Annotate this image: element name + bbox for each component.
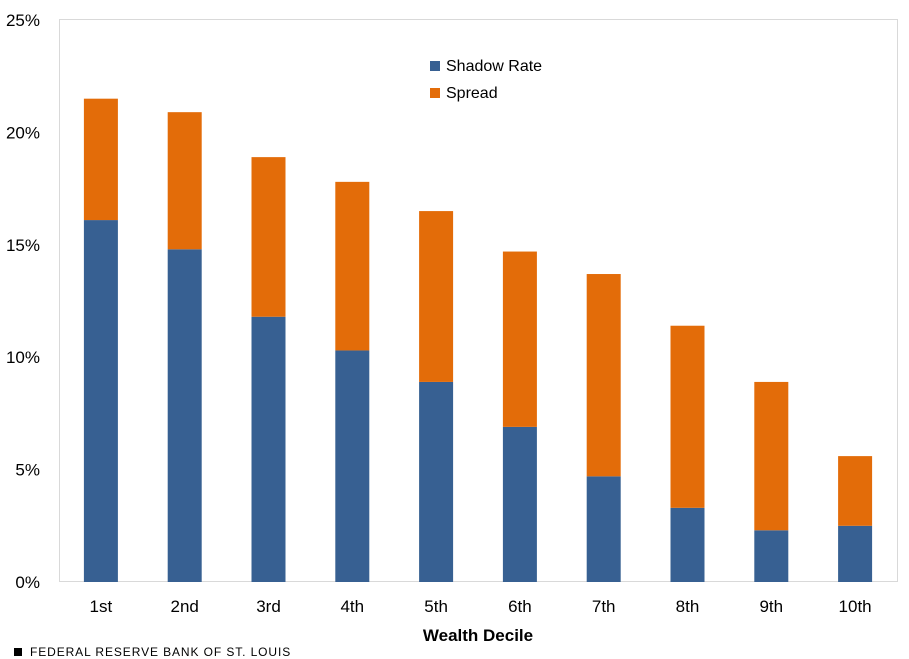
y-tick-label: 15%	[6, 236, 40, 255]
x-tick-label: 10th	[839, 597, 872, 616]
bar-spread-3rd	[251, 157, 286, 317]
x-axis-title: Wealth Decile	[423, 626, 533, 645]
legend: Shadow Rate Spread	[430, 58, 542, 102]
y-tick-label: 5%	[15, 461, 40, 480]
bar-shadow-rate-2nd	[167, 249, 202, 582]
x-tick-label: 6th	[508, 597, 532, 616]
x-tick-label: 4th	[340, 597, 364, 616]
footer-square-icon	[14, 648, 22, 656]
bar-spread-6th	[502, 251, 537, 427]
bar-shadow-rate-4th	[335, 350, 370, 582]
bar-shadow-rate-10th	[838, 525, 873, 582]
bar-shadow-rate-7th	[586, 476, 621, 582]
bar-shadow-rate-8th	[670, 507, 705, 582]
x-tick-label: 9th	[759, 597, 783, 616]
legend-swatch-spread	[430, 88, 440, 98]
bar-spread-1st	[83, 98, 118, 221]
bar-spread-9th	[754, 381, 789, 531]
bar-spread-7th	[586, 274, 621, 477]
bar-spread-4th	[335, 181, 370, 351]
legend-label-spread: Spread	[446, 85, 498, 102]
bar-shadow-rate-6th	[502, 426, 537, 582]
y-tick-label: 0%	[15, 573, 40, 592]
bar-spread-8th	[670, 325, 705, 508]
plot-area	[59, 19, 898, 582]
legend-swatch-shadow-rate	[430, 61, 440, 71]
x-tick-label: 7th	[592, 597, 616, 616]
bar-spread-5th	[419, 211, 454, 382]
bar-shadow-rate-1st	[83, 220, 118, 582]
bar-shadow-rate-5th	[419, 381, 454, 582]
footer-source: FEDERAL RESERVE BANK OF ST. LOUIS	[14, 645, 291, 659]
bar-shadow-rate-3rd	[251, 316, 286, 582]
y-tick-label: 10%	[6, 348, 40, 367]
y-tick-label: 25%	[6, 11, 40, 30]
bar-shadow-rate-9th	[754, 530, 789, 582]
x-tick-label: 2nd	[171, 597, 199, 616]
x-tick-label: 5th	[424, 597, 448, 616]
footer-source-text: FEDERAL RESERVE BANK OF ST. LOUIS	[30, 645, 292, 659]
y-tick-label: 20%	[6, 123, 40, 142]
x-tick-label: 1st	[90, 597, 113, 616]
x-tick-label: 3rd	[256, 597, 281, 616]
bar-spread-10th	[838, 456, 873, 526]
bar-spread-2nd	[167, 112, 202, 250]
x-tick-label: 8th	[676, 597, 700, 616]
legend-label-shadow-rate: Shadow Rate	[446, 58, 542, 75]
